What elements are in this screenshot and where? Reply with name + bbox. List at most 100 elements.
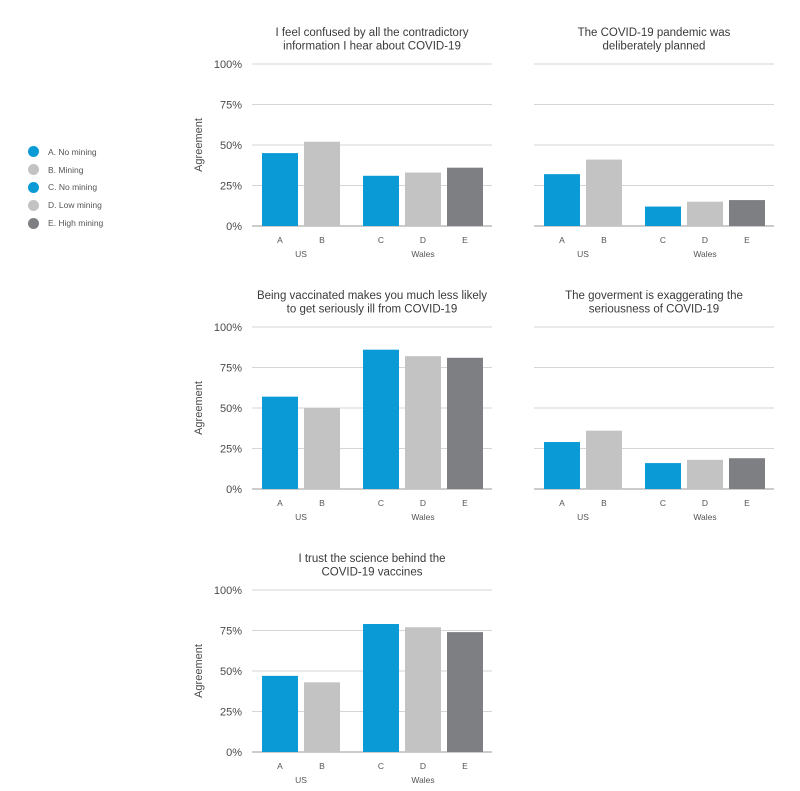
y-tick-label: 25% [220, 707, 242, 719]
group-label: US [295, 249, 307, 259]
x-tick-label: D [702, 498, 708, 508]
chart-title-line: I trust the science behind the [298, 553, 445, 565]
legend: A. No mining B. Mining C. No mining D. Low … [28, 143, 103, 232]
y-tick-label: 50% [220, 666, 242, 678]
y-axis-label: Agreement [193, 118, 205, 172]
y-tick-label: 25% [220, 181, 242, 193]
x-tick-label: C [660, 235, 666, 245]
x-tick-label: E [462, 498, 468, 508]
y-tick-label: 100% [214, 59, 242, 71]
x-tick-label: A [277, 498, 283, 508]
group-label: US [577, 512, 589, 522]
x-tick-label: A [277, 761, 283, 771]
x-tick-label: B [319, 235, 325, 245]
legend-swatch [28, 181, 39, 193]
x-tick-label: D [420, 235, 426, 245]
bar [687, 459, 723, 489]
x-tick-label: E [744, 235, 750, 245]
y-tick-label: 50% [220, 403, 242, 415]
x-tick-label: B [601, 498, 607, 508]
bar [405, 172, 441, 226]
x-tick-label: C [660, 498, 666, 508]
legend-item: C. No mining [28, 179, 103, 197]
bar [363, 624, 399, 752]
y-tick-label: 0% [226, 747, 242, 759]
bar [645, 463, 681, 489]
legend-swatch [28, 217, 39, 229]
bar [447, 167, 483, 226]
legend-item: B. Mining [28, 161, 103, 179]
chart-panel: Being vaccinated makes you much less lik… [193, 290, 492, 522]
chart-title: I feel confused by all the contradictory… [275, 27, 468, 53]
bar [447, 632, 483, 752]
legend-swatch [28, 199, 39, 211]
chart-title-line: to get seriously ill from COVID-19 [287, 304, 458, 316]
x-tick-label: E [744, 498, 750, 508]
y-tick-label: 0% [226, 221, 242, 233]
bar [544, 442, 580, 489]
legend-item: D. Low mining [28, 196, 103, 214]
y-axis-label: Agreement [193, 644, 205, 698]
legend-label: C. No mining [48, 182, 98, 193]
bar [645, 206, 681, 226]
y-axis-label: Agreement [193, 381, 205, 435]
x-tick-label: A [559, 235, 565, 245]
x-tick-label: A [277, 235, 283, 245]
group-label: US [295, 512, 307, 522]
x-tick-label: B [319, 761, 325, 771]
bar [729, 458, 765, 489]
group-label: Wales [693, 249, 716, 259]
y-tick-label: 50% [220, 140, 242, 152]
bar [447, 357, 483, 489]
x-tick-label: B [601, 235, 607, 245]
legend-item: E. High mining [28, 214, 103, 232]
chart-title-line: COVID-19 vaccines [322, 567, 423, 579]
bar [304, 408, 340, 489]
chart-panel: I trust the science behind the COVID-19 v… [193, 553, 492, 785]
bar [687, 201, 723, 226]
chart-panel: The goverment is exaggerating the serious… [534, 290, 774, 522]
bar [262, 396, 298, 489]
legend-swatch [28, 146, 39, 158]
x-tick-label: C [378, 235, 384, 245]
bar [405, 627, 441, 752]
chart-title: I trust the science behind the COVID-19 v… [298, 553, 445, 579]
legend-label: D. Low mining [48, 200, 102, 211]
group-label: Wales [693, 512, 716, 522]
chart-title-line: I feel confused by all the contradictory [275, 27, 468, 39]
x-tick-label: D [420, 761, 426, 771]
x-tick-label: D [420, 498, 426, 508]
group-label: Wales [411, 775, 434, 785]
chart-title-line: deliberately planned [603, 41, 706, 53]
chart-title-line: The COVID-19 pandemic was [578, 27, 731, 39]
group-label: US [577, 249, 589, 259]
chart-title: Being vaccinated makes you much less lik… [257, 290, 487, 316]
x-tick-label: C [378, 761, 384, 771]
y-tick-label: 75% [220, 363, 242, 375]
legend-swatch [28, 164, 39, 176]
bar [586, 430, 622, 489]
y-tick-label: 100% [214, 585, 242, 597]
bar [262, 675, 298, 752]
group-label: US [295, 775, 307, 785]
y-tick-label: 100% [214, 322, 242, 334]
x-tick-label: E [462, 235, 468, 245]
chart-title: The goverment is exaggerating the serious… [565, 290, 743, 316]
legend-label: E. High mining [48, 218, 104, 229]
y-tick-label: 75% [220, 100, 242, 112]
bar [304, 682, 340, 752]
bar [586, 159, 622, 226]
x-tick-label: B [319, 498, 325, 508]
bar [405, 356, 441, 489]
bar [544, 174, 580, 226]
chart-title-line: The goverment is exaggerating the [565, 290, 743, 302]
y-tick-label: 75% [220, 626, 242, 638]
x-tick-label: D [702, 235, 708, 245]
x-tick-label: E [462, 761, 468, 771]
legend-item: A. No mining [28, 143, 103, 161]
group-label: Wales [411, 249, 434, 259]
bar [262, 153, 298, 226]
bar [304, 141, 340, 226]
y-tick-label: 0% [226, 484, 242, 496]
